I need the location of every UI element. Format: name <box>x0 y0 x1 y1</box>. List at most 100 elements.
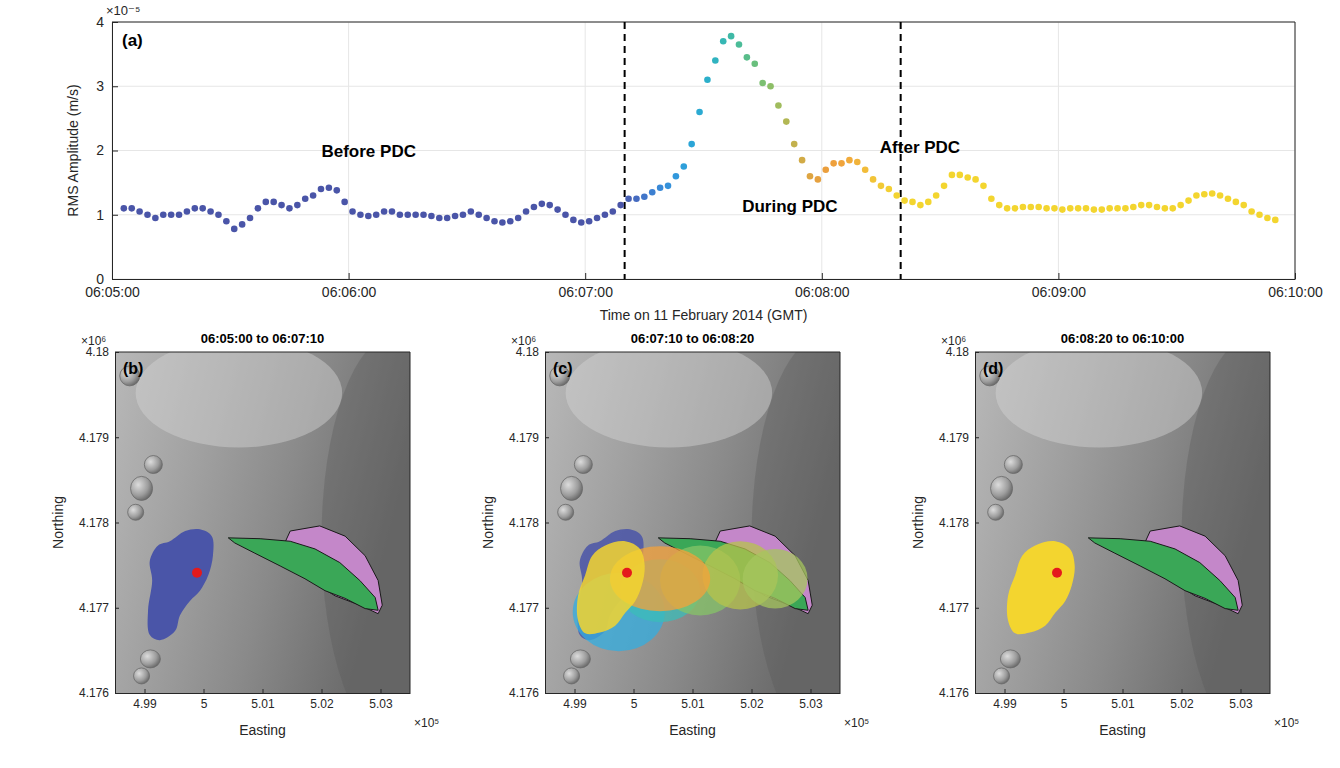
data-point <box>1004 205 1011 212</box>
tick-mark <box>115 523 119 524</box>
data-point <box>318 186 325 193</box>
data-point <box>673 173 680 180</box>
data-point <box>184 208 191 215</box>
tick-mark <box>634 689 635 693</box>
relief-cone <box>561 476 583 500</box>
tick-mark <box>115 693 119 694</box>
data-point <box>302 195 309 202</box>
axis-line <box>546 693 841 694</box>
data-point <box>397 211 404 218</box>
data-point <box>649 189 656 196</box>
relief-highlight <box>566 352 773 447</box>
grid-line <box>112 214 1295 215</box>
data-point <box>1012 205 1019 212</box>
source-area <box>148 529 214 640</box>
grid-line <box>1295 22 1296 279</box>
data-point <box>1209 190 1216 197</box>
frame <box>545 352 840 353</box>
data-point <box>286 205 293 212</box>
data-point <box>1272 217 1279 224</box>
data-point <box>475 211 482 218</box>
data-point <box>499 219 506 226</box>
data-point <box>1185 197 1192 204</box>
panel-label: (d) <box>983 360 1003 377</box>
figure: 06:05:0006:06:0006:07:0006:08:0006:09:00… <box>0 0 1340 768</box>
data-point <box>1138 202 1145 209</box>
tick-label: 4.176 <box>939 686 969 700</box>
axis: 4.9955.015.025.03 <box>546 689 841 711</box>
data-point <box>704 77 711 84</box>
tick-label: 4.99 <box>133 697 157 711</box>
tick-mark <box>975 693 979 694</box>
panel-label: (b) <box>123 360 143 377</box>
data-point <box>751 60 758 67</box>
tick: 4.179 <box>939 431 979 445</box>
data-point <box>1114 205 1121 212</box>
axis-title: RMS Amplitude (m/s) <box>65 84 81 216</box>
tick-mark <box>322 689 323 693</box>
deposit-area <box>1088 538 1238 610</box>
axis: 4.9955.015.025.03 <box>116 689 411 711</box>
source-area <box>1007 541 1075 634</box>
tick: 5.02 <box>1170 689 1194 711</box>
tick: 5.03 <box>369 689 393 711</box>
data-point <box>1169 205 1176 212</box>
data-point <box>1020 204 1027 211</box>
data-point <box>830 160 837 167</box>
tick: 4.99 <box>133 689 157 711</box>
tick: 4.178 <box>79 516 119 530</box>
data-point <box>822 166 829 173</box>
plot-background <box>112 22 1295 279</box>
data-point <box>231 226 238 233</box>
data-point <box>1075 205 1082 212</box>
grid <box>112 22 1295 279</box>
tick: 06:06:00 <box>322 273 377 300</box>
relief-cone <box>991 476 1013 500</box>
tick-label: 4.177 <box>939 601 969 615</box>
data-point <box>759 80 766 87</box>
data-point <box>949 172 956 179</box>
tick-label: 5 <box>201 697 208 711</box>
tick-label: 1 <box>96 207 104 223</box>
relief-cone <box>994 668 1010 684</box>
data-point <box>357 211 364 218</box>
data-point <box>1154 204 1161 211</box>
tick-label: 5.02 <box>740 697 764 711</box>
tick-mark <box>545 523 549 524</box>
tick: 0 <box>96 271 118 287</box>
relief <box>545 352 840 693</box>
tick-mark <box>822 273 823 279</box>
tick-label: 4.179 <box>939 431 969 445</box>
marks <box>148 526 383 640</box>
data-point <box>562 211 569 218</box>
tick-mark <box>263 689 264 693</box>
frame <box>410 352 411 693</box>
tick: 3 <box>96 78 118 94</box>
data-point <box>121 205 128 212</box>
data-point <box>365 213 372 220</box>
tick: 06:09:00 <box>1032 273 1087 300</box>
tick-label: 5.02 <box>310 697 334 711</box>
tick: 4.176 <box>509 686 549 700</box>
data-point <box>901 197 908 204</box>
tick: 4.176 <box>79 686 119 700</box>
annotation: During PDC <box>742 197 837 216</box>
data-point <box>610 208 617 215</box>
data-point <box>602 211 609 218</box>
data-point <box>428 213 435 220</box>
data-point <box>886 186 893 193</box>
data-point <box>980 183 987 190</box>
data-point <box>207 208 214 215</box>
tick-label: 4.178 <box>79 516 109 530</box>
relief-cone <box>144 456 162 474</box>
data-point <box>341 199 348 206</box>
data-point <box>136 208 143 215</box>
tick-label: 4.99 <box>563 697 587 711</box>
axis: 4.1764.1774.1784.1794.18 <box>79 345 119 700</box>
tick: 4.177 <box>939 601 979 615</box>
axis-line <box>116 693 411 694</box>
panel-title: 06:05:00 to 06:07:10 <box>201 331 325 346</box>
data-point <box>1193 192 1200 199</box>
tick-mark <box>349 273 350 279</box>
data-point <box>144 211 151 218</box>
